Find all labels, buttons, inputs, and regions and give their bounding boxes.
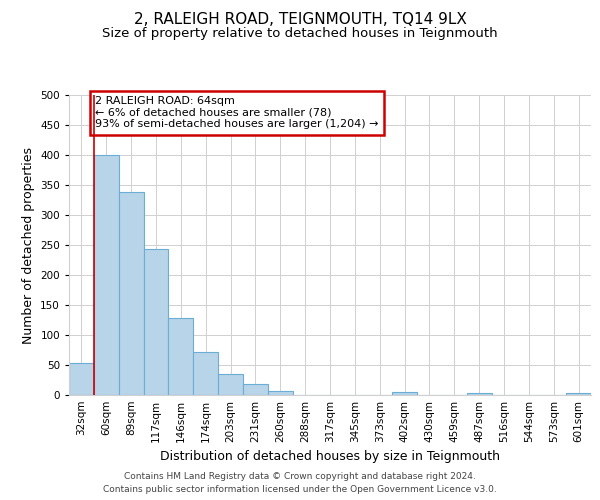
- Bar: [243, 384, 268, 395]
- Bar: [268, 392, 293, 395]
- Bar: [169, 318, 193, 395]
- X-axis label: Distribution of detached houses by size in Teignmouth: Distribution of detached houses by size …: [160, 450, 500, 464]
- Bar: [94, 155, 119, 395]
- Bar: [119, 192, 143, 395]
- Text: Size of property relative to detached houses in Teignmouth: Size of property relative to detached ho…: [102, 28, 498, 40]
- Bar: [218, 374, 243, 395]
- Bar: [193, 352, 218, 395]
- Y-axis label: Number of detached properties: Number of detached properties: [22, 146, 35, 344]
- Text: Contains HM Land Registry data © Crown copyright and database right 2024.: Contains HM Land Registry data © Crown c…: [124, 472, 476, 481]
- Bar: [467, 393, 491, 395]
- Text: 2, RALEIGH ROAD, TEIGNMOUTH, TQ14 9LX: 2, RALEIGH ROAD, TEIGNMOUTH, TQ14 9LX: [134, 12, 466, 28]
- Text: 2 RALEIGH ROAD: 64sqm
← 6% of detached houses are smaller (78)
93% of semi-detac: 2 RALEIGH ROAD: 64sqm ← 6% of detached h…: [95, 96, 379, 130]
- Bar: [566, 393, 591, 395]
- Bar: [392, 392, 417, 395]
- Bar: [143, 248, 169, 395]
- Bar: [69, 363, 94, 395]
- Text: Contains public sector information licensed under the Open Government Licence v3: Contains public sector information licen…: [103, 485, 497, 494]
